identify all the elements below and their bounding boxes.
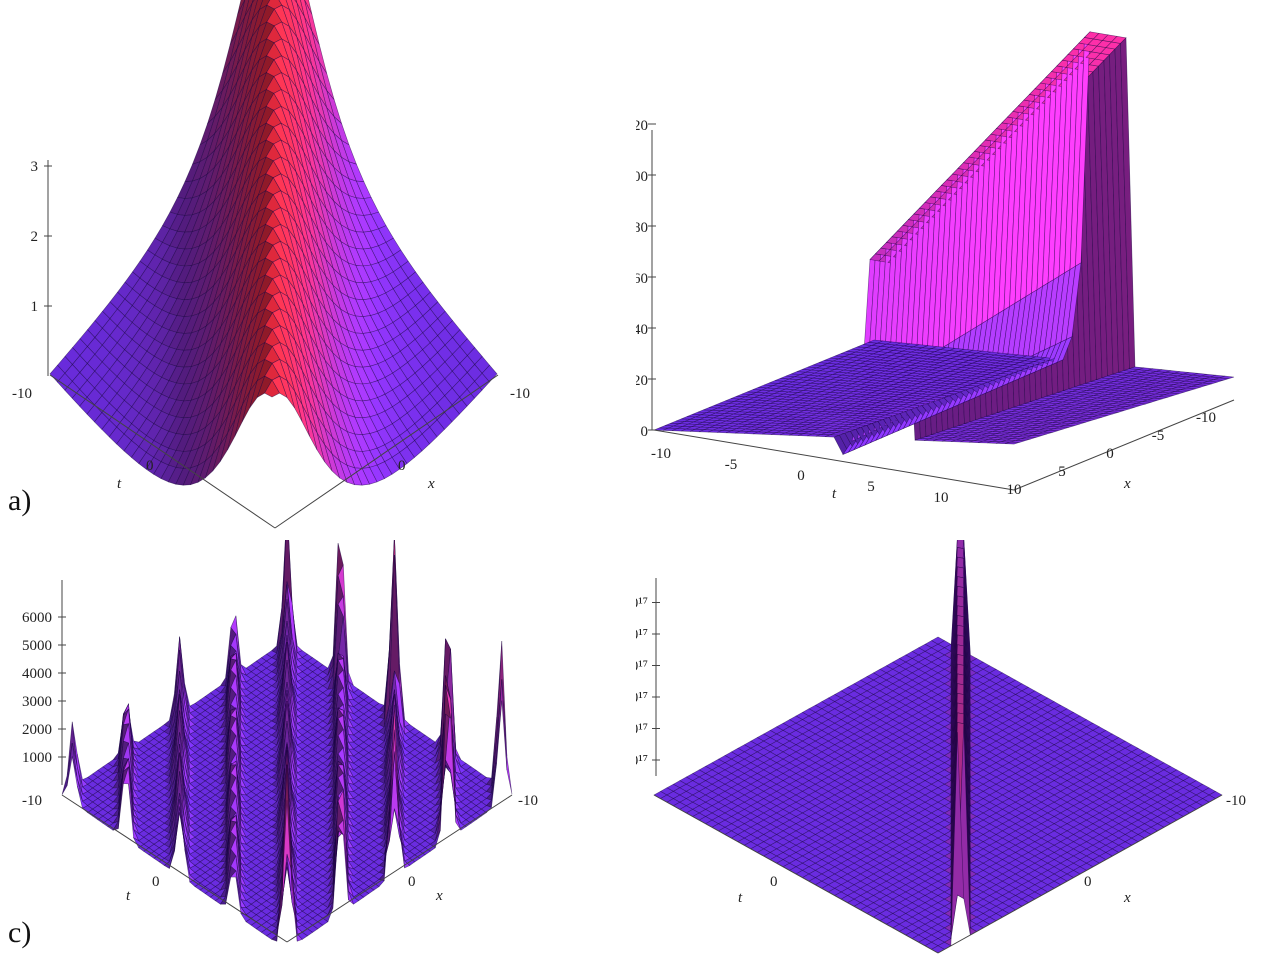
axes-b: 0 20 40 60 80 100 120 -10 -5 0 5 10 t 10 5 0 -5 -10 x xyxy=(636,118,1235,506)
x-tick-label: -10 xyxy=(510,386,530,402)
x-tick-label: 10 xyxy=(1007,482,1022,498)
x-tick-label: 0 xyxy=(398,458,406,474)
surface-cell xyxy=(491,679,503,794)
panel-label-a: a) xyxy=(8,484,31,517)
z-tick-label: 60 xyxy=(636,271,648,287)
surface-cell xyxy=(264,379,280,398)
t-tick-label: -10 xyxy=(651,446,671,462)
x-tick-label: -10 xyxy=(1196,410,1216,426)
x-axis xyxy=(1013,399,1235,491)
t-axis xyxy=(653,429,1015,491)
t-tick-label: 0 xyxy=(797,468,805,484)
t-tick-label: 5 xyxy=(867,479,875,495)
z-tick-label: 4000 xyxy=(22,666,52,682)
z-tick-label: 3 xyxy=(31,159,39,175)
z-tick-label: 5000 xyxy=(22,638,52,654)
z-tick-label: 1 xyxy=(31,299,39,315)
x-tick-label: -10 xyxy=(518,793,538,809)
t-tick-label: -5 xyxy=(725,457,738,473)
surface-b xyxy=(653,31,1235,456)
z-tick-label: 0 xyxy=(641,424,649,440)
panel-label-c: c) xyxy=(8,916,31,949)
z-tick-label: 1000 xyxy=(22,750,52,766)
axes-a: 1 2 3 -10 0 -10 0 t x xyxy=(12,159,530,529)
z-tick-label: 6000 xyxy=(22,610,52,626)
surface-cell xyxy=(281,764,293,892)
axes-c: 1000 2000 3000 4000 5000 6000 -10 0 -10 0 t x xyxy=(22,580,538,943)
surface-cell xyxy=(1219,375,1235,380)
panel-a: 1 2 3 -10 0 -10 0 t x a) xyxy=(8,0,530,529)
x-axis-label: x xyxy=(1123,476,1131,492)
t-axis xyxy=(61,794,288,943)
x-tick-label: 0 xyxy=(1106,446,1114,462)
surface-c xyxy=(61,540,513,942)
x-tick-label: 0 xyxy=(408,874,416,890)
z-tick-label: 3000 xyxy=(22,694,52,710)
t-axis-label: t xyxy=(832,486,837,502)
t-tick-label: 0 xyxy=(146,458,154,474)
surface-d xyxy=(653,540,1223,954)
z-tick-label: 2000 xyxy=(22,722,52,738)
surface-a xyxy=(49,0,498,486)
t-tick-label: -10 xyxy=(12,386,32,402)
x-axis xyxy=(286,794,513,943)
t-tick-label: -10 xyxy=(22,793,42,809)
t-tick-label: 0 xyxy=(152,874,160,890)
z-tick-label: 2 xyxy=(31,229,39,245)
x-axis-label: x xyxy=(427,476,435,492)
z-tick-label: 40 xyxy=(636,322,648,338)
z-tick-label: 80 xyxy=(636,220,648,236)
z-tick-label: 120 xyxy=(636,118,648,134)
t-axis-label: t xyxy=(126,888,131,904)
z-tick-label: 100 xyxy=(636,169,648,185)
panel-c: 1000 2000 3000 4000 5000 6000 -10 0 -10 0 t x c) xyxy=(8,540,538,949)
surface-cell xyxy=(496,679,508,771)
x-axis xyxy=(274,374,499,529)
t-tick-label: 10 xyxy=(934,490,949,506)
x-tick-label: 5 xyxy=(1058,464,1066,480)
surface-cell xyxy=(122,766,134,830)
x-tick-label: -5 xyxy=(1152,428,1165,444)
surface-cell xyxy=(440,685,452,820)
t-axis xyxy=(49,374,276,529)
z-tick-label: 20 xyxy=(636,373,648,389)
t-axis-label: t xyxy=(117,476,122,492)
x-axis-label: x xyxy=(435,888,443,904)
